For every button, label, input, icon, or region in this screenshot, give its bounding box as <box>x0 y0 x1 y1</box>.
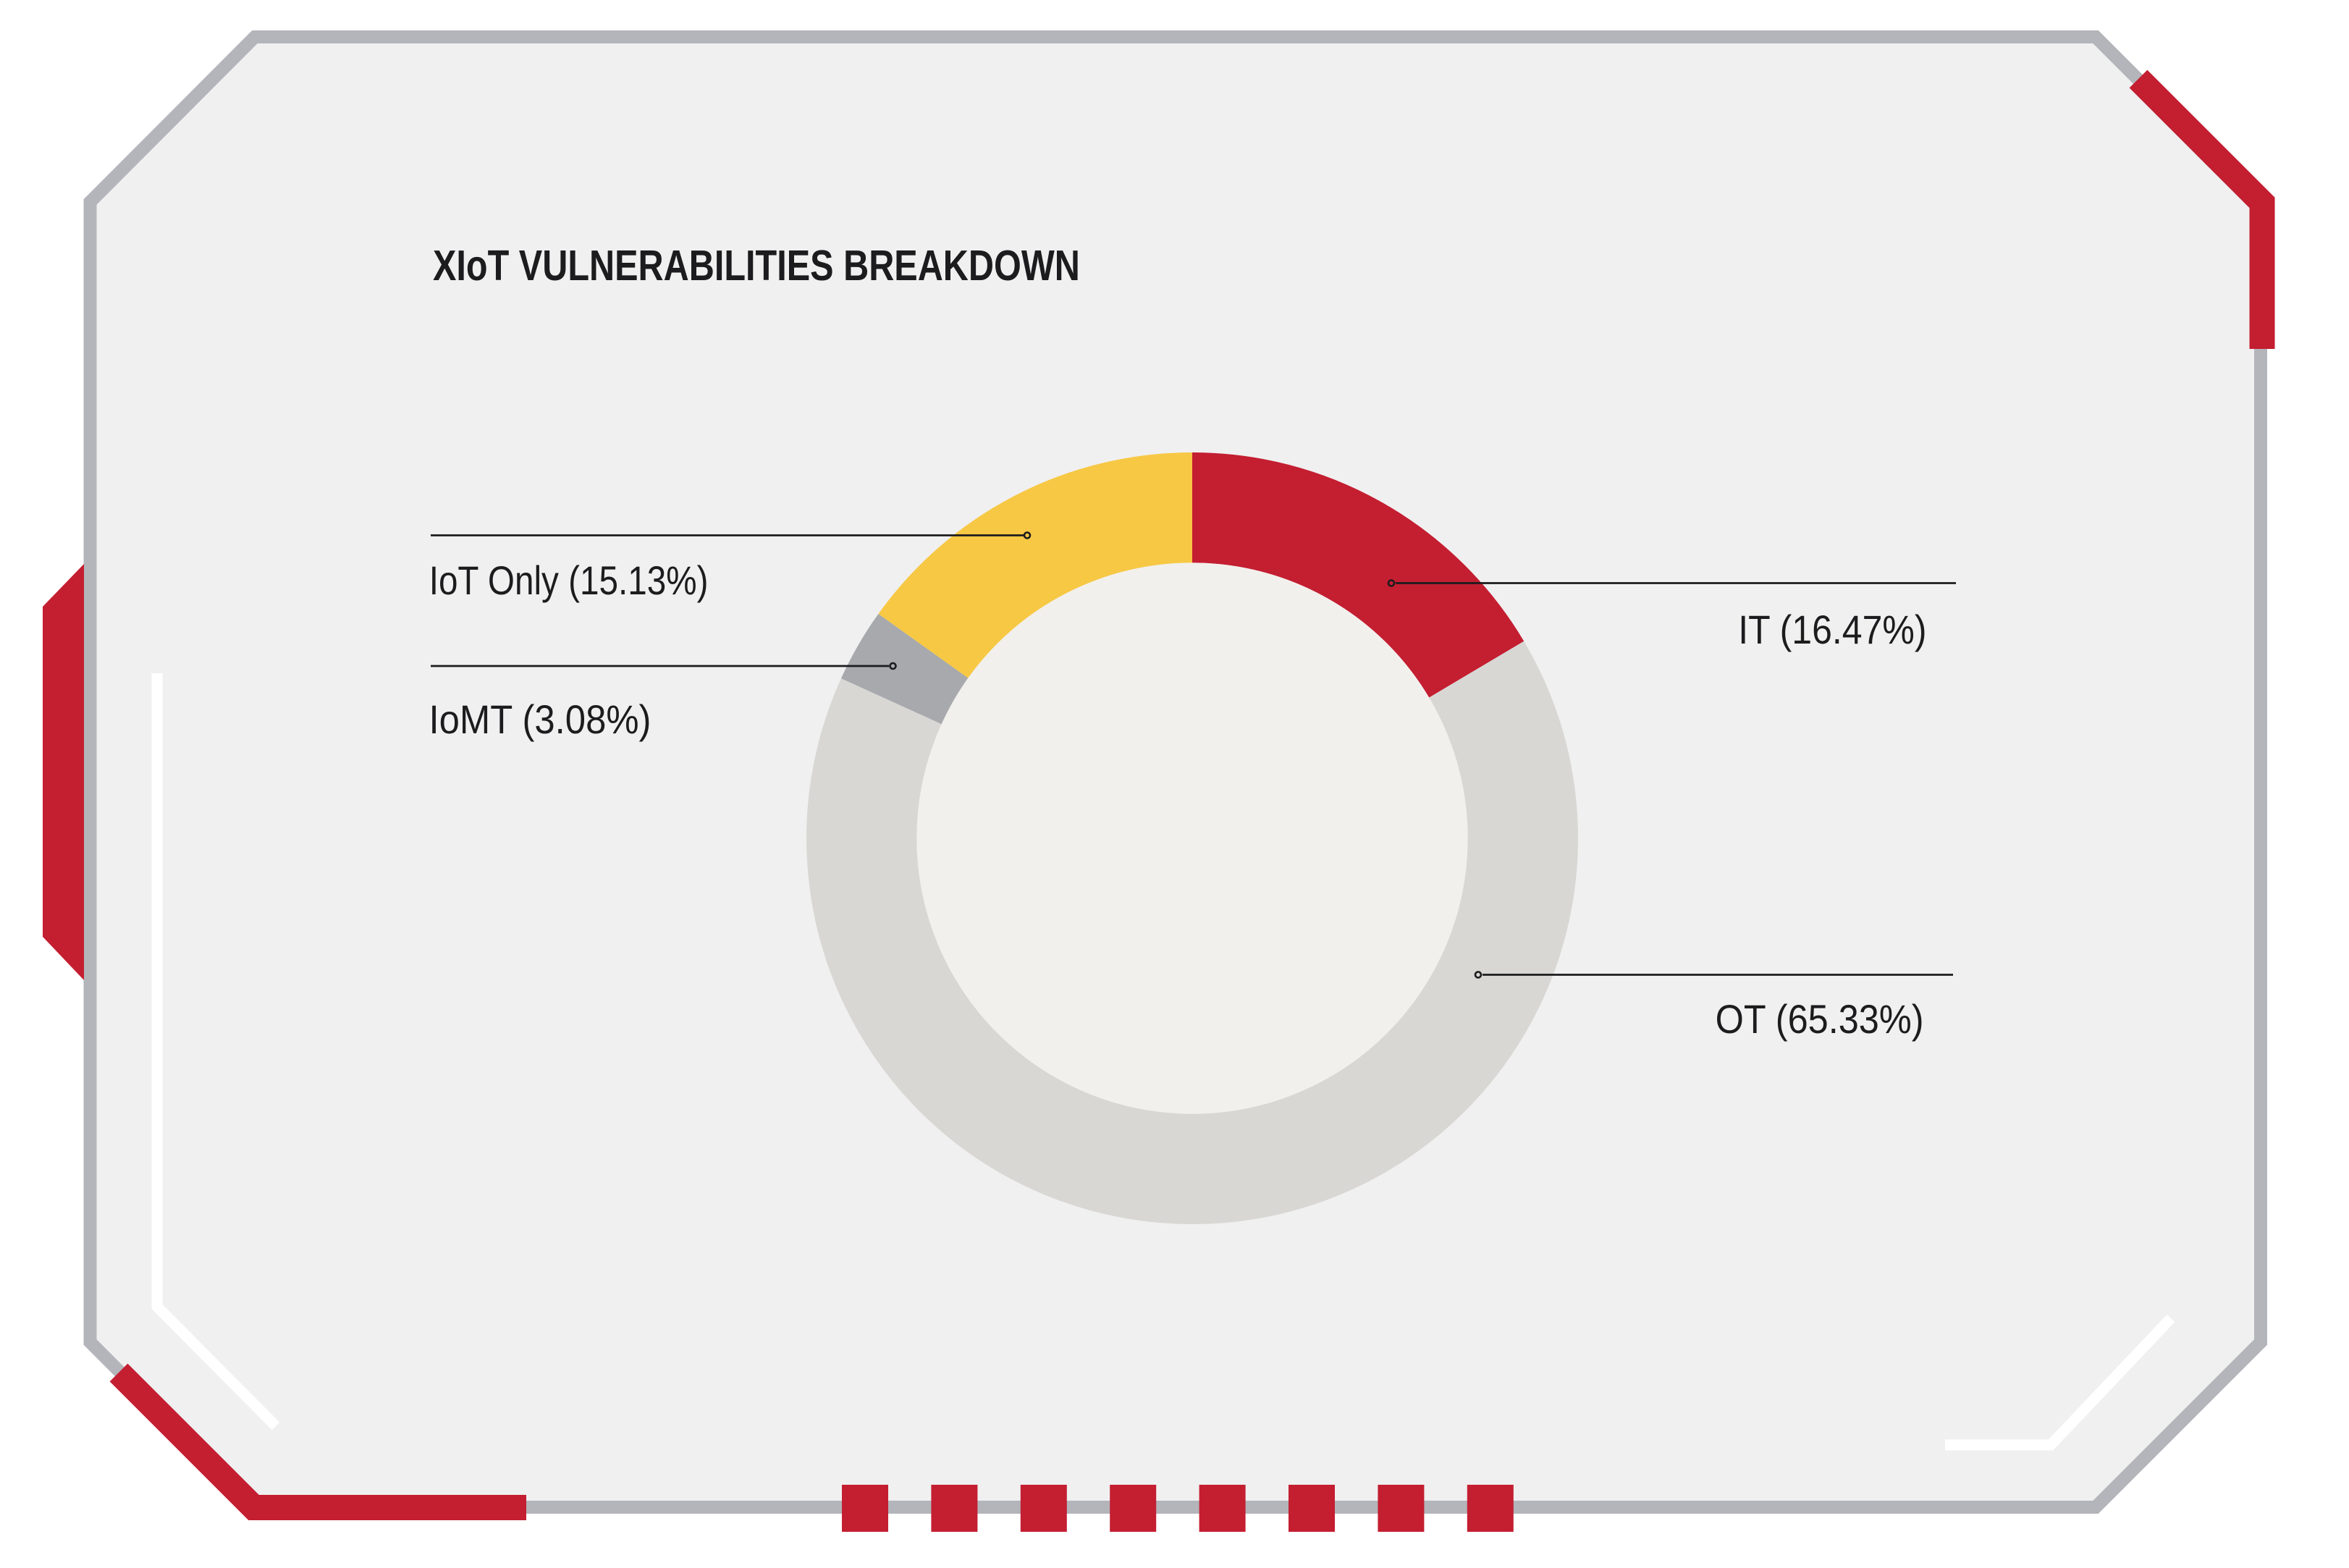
svg-text:XIoT VULNERABILITIES BREAKDOWN: XIoT VULNERABILITIES BREAKDOWN <box>433 243 1080 290</box>
svg-text:IoMT (3.08%): IoMT (3.08%) <box>429 698 651 743</box>
svg-text:OT (65.33%): OT (65.33%) <box>1716 998 1924 1042</box>
svg-text:IT (16.47%): IT (16.47%) <box>1738 607 1926 652</box>
svg-text:IoT Only (15.13%): IoT Only (15.13%) <box>429 558 709 603</box>
